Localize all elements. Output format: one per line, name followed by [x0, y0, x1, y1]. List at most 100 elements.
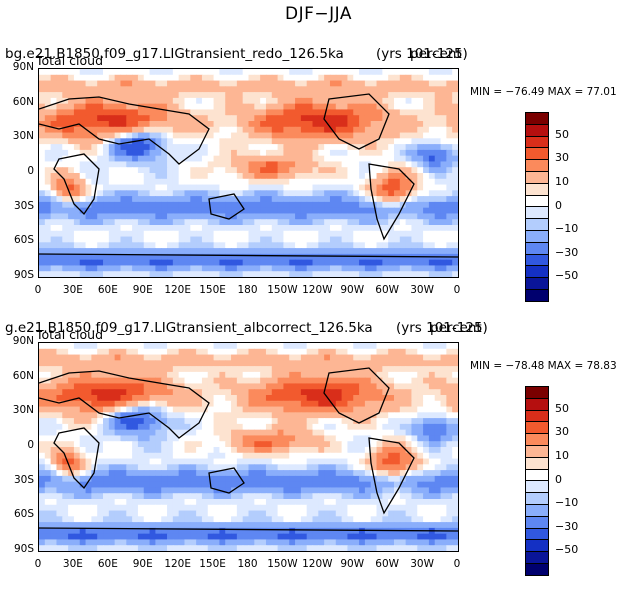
field-cell [265, 138, 273, 145]
field-cell [248, 377, 255, 385]
field-cell [300, 441, 308, 448]
field-cell [231, 126, 238, 134]
field-cell [85, 149, 92, 157]
field-cell [132, 383, 139, 390]
field-cell [79, 504, 87, 512]
field-cell [231, 86, 238, 93]
field-cell [265, 271, 273, 277]
field-cell [184, 377, 191, 385]
field-cell [440, 383, 447, 390]
field-cell [318, 389, 325, 396]
field-cell [97, 452, 104, 460]
field-cell [254, 516, 261, 523]
field-cell [347, 138, 354, 145]
field-cell [219, 343, 226, 350]
field-cell [62, 366, 69, 373]
field-cell [417, 167, 424, 174]
field-cell [149, 219, 156, 226]
field-cell [178, 429, 186, 437]
field-cell [108, 80, 116, 87]
field-cell [318, 138, 325, 145]
field-cell [213, 207, 220, 215]
field-cell [178, 475, 186, 483]
field-cell [167, 253, 174, 261]
field-cell [312, 219, 319, 226]
field-cell [376, 418, 383, 425]
field-cell [306, 144, 314, 151]
field-cell [236, 452, 244, 460]
field-cell [213, 522, 220, 529]
field-cell [85, 103, 92, 111]
field-cell [364, 395, 372, 402]
field-cell [434, 190, 442, 197]
field-cell [376, 470, 383, 477]
field-cell [289, 360, 296, 367]
field-cell [364, 464, 372, 471]
field-cell [236, 167, 244, 174]
field-cell [347, 248, 354, 255]
field-cell [219, 225, 226, 232]
colorbar-label: −50 [555, 269, 579, 283]
field-cell [114, 429, 122, 437]
field-cell [207, 429, 215, 437]
field-cell [167, 265, 174, 272]
field-cell [446, 167, 453, 174]
field-cell [248, 458, 255, 465]
field-cell [79, 242, 87, 249]
field-cell [260, 207, 267, 215]
field-cell [225, 155, 232, 163]
field-cell [161, 271, 168, 277]
field-cell [254, 458, 261, 465]
field-cell [143, 458, 151, 465]
field-cell [452, 371, 458, 379]
field-cell [405, 167, 413, 174]
field-cell [312, 412, 319, 419]
field-cell [300, 435, 308, 442]
field-cell [271, 259, 279, 267]
field-cell [376, 343, 383, 350]
field-cell [428, 354, 436, 361]
field-cell [324, 115, 331, 122]
field-cell [50, 400, 58, 408]
field-cell [85, 527, 92, 535]
field-cell [97, 161, 104, 168]
field-cell [324, 423, 331, 431]
field-cell [143, 178, 151, 186]
field-cell [108, 470, 116, 477]
field-cell [283, 516, 290, 523]
field-cell [120, 178, 127, 186]
field-cell [85, 167, 92, 174]
field-cell [370, 522, 378, 529]
field-cell [271, 383, 279, 390]
field-cell [172, 400, 180, 408]
field-cell [277, 103, 285, 111]
field-cell [306, 155, 314, 163]
field-cell [411, 173, 418, 180]
field-cell [161, 389, 168, 396]
field-cell [103, 522, 110, 529]
field-cell [120, 207, 127, 215]
field-cell [306, 132, 314, 139]
field-cell [242, 132, 250, 139]
field-cell [137, 253, 145, 261]
field-cell [382, 248, 389, 255]
field-cell [50, 248, 58, 255]
field-cell [50, 377, 58, 385]
field-cell [254, 74, 261, 82]
field-cell [231, 132, 238, 139]
field-cell [405, 103, 413, 111]
field-cell [225, 92, 232, 99]
field-cell [353, 103, 360, 111]
field-cell [242, 423, 250, 431]
field-cell [359, 173, 366, 180]
field-cell [364, 97, 372, 105]
field-cell [359, 383, 366, 390]
field-cell [376, 348, 383, 356]
field-cell [213, 121, 220, 128]
field-cell [190, 429, 197, 437]
field-cell [155, 201, 162, 209]
field-cell [39, 265, 46, 272]
field-cell [318, 412, 325, 419]
field-cell [68, 400, 75, 408]
field-cell [283, 499, 290, 506]
